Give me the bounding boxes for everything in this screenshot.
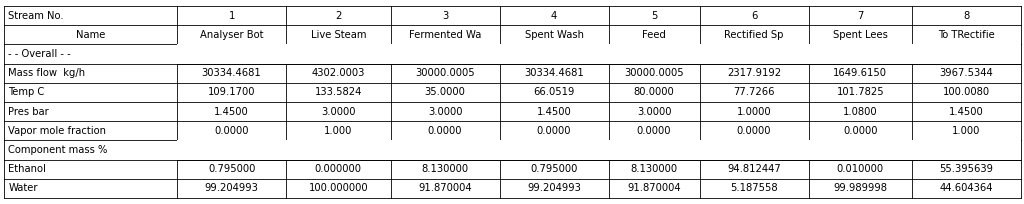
Text: 0.0000: 0.0000 <box>843 126 878 136</box>
Text: 1649.6150: 1649.6150 <box>834 68 887 78</box>
Text: 91.870004: 91.870004 <box>418 183 472 193</box>
Bar <box>177 44 1021 64</box>
Text: 109.1700: 109.1700 <box>208 87 255 98</box>
Text: 0.795000: 0.795000 <box>530 164 578 174</box>
Text: 2: 2 <box>335 11 342 21</box>
Text: Ethanol: Ethanol <box>8 164 46 174</box>
Text: 3.0000: 3.0000 <box>322 106 355 117</box>
Text: 30000.0005: 30000.0005 <box>416 68 475 78</box>
Text: Name: Name <box>76 30 105 40</box>
Text: 91.870004: 91.870004 <box>628 183 681 193</box>
Text: 99.989998: 99.989998 <box>834 183 887 193</box>
Text: 99.204993: 99.204993 <box>205 183 258 193</box>
Text: 99.204993: 99.204993 <box>527 183 581 193</box>
Text: 66.0519: 66.0519 <box>534 87 574 98</box>
Text: 3.0000: 3.0000 <box>428 106 463 117</box>
Text: 8: 8 <box>964 11 970 21</box>
Text: 3: 3 <box>442 11 449 21</box>
Text: 80.0000: 80.0000 <box>634 87 675 98</box>
Text: 100.0080: 100.0080 <box>943 87 990 98</box>
Text: 77.7266: 77.7266 <box>733 87 775 98</box>
Text: 0.0000: 0.0000 <box>737 126 771 136</box>
Text: 2317.9192: 2317.9192 <box>727 68 781 78</box>
Text: 1.000: 1.000 <box>952 126 981 136</box>
Text: 5.187558: 5.187558 <box>730 183 778 193</box>
Text: 1.4500: 1.4500 <box>949 106 984 117</box>
Text: 1.000: 1.000 <box>325 126 352 136</box>
Text: 0.795000: 0.795000 <box>208 164 255 174</box>
Text: 0.0000: 0.0000 <box>537 126 571 136</box>
Text: 133.5824: 133.5824 <box>314 87 362 98</box>
Text: To TRectifie: To TRectifie <box>938 30 994 40</box>
Text: 55.395639: 55.395639 <box>939 164 993 174</box>
Text: 0.0000: 0.0000 <box>428 126 463 136</box>
Text: Spent Wash: Spent Wash <box>524 30 584 40</box>
Text: 44.604364: 44.604364 <box>940 183 993 193</box>
Text: 30334.4681: 30334.4681 <box>524 68 584 78</box>
Text: 0.0000: 0.0000 <box>214 126 249 136</box>
Text: 100.000000: 100.000000 <box>308 183 369 193</box>
Text: Live Steam: Live Steam <box>310 30 367 40</box>
Text: Rectified Sp: Rectified Sp <box>724 30 783 40</box>
Bar <box>177 140 1021 160</box>
Text: Stream No.: Stream No. <box>8 11 63 21</box>
Text: 0.000000: 0.000000 <box>314 164 361 174</box>
Text: Spent Lees: Spent Lees <box>833 30 888 40</box>
Text: 35.0000: 35.0000 <box>425 87 466 98</box>
Text: 101.7825: 101.7825 <box>837 87 884 98</box>
Text: 1.4500: 1.4500 <box>214 106 249 117</box>
Text: 0.010000: 0.010000 <box>837 164 884 174</box>
Text: Water: Water <box>8 183 38 193</box>
Text: 6: 6 <box>751 11 758 21</box>
Text: Analyser Bot: Analyser Bot <box>200 30 263 40</box>
Text: 1.0800: 1.0800 <box>843 106 878 117</box>
Text: 3967.5344: 3967.5344 <box>940 68 993 78</box>
Text: 1.4500: 1.4500 <box>537 106 571 117</box>
Text: Temp C: Temp C <box>8 87 44 98</box>
Text: 0.0000: 0.0000 <box>637 126 672 136</box>
Text: Mass flow  kg/h: Mass flow kg/h <box>8 68 85 78</box>
Text: 8.130000: 8.130000 <box>631 164 678 174</box>
Text: 94.812447: 94.812447 <box>727 164 781 174</box>
Text: 1.0000: 1.0000 <box>736 106 771 117</box>
Text: 5: 5 <box>651 11 657 21</box>
Text: 8.130000: 8.130000 <box>422 164 469 174</box>
Text: Component mass %: Component mass % <box>8 145 108 155</box>
Text: 1: 1 <box>228 11 234 21</box>
Text: 4302.0003: 4302.0003 <box>311 68 365 78</box>
Text: Vapor mole fraction: Vapor mole fraction <box>8 126 106 136</box>
Text: 4: 4 <box>551 11 557 21</box>
Text: Pres bar: Pres bar <box>8 106 49 117</box>
Text: 3.0000: 3.0000 <box>637 106 672 117</box>
Text: Fermented Wa: Fermented Wa <box>409 30 481 40</box>
Text: - - Overall - -: - - Overall - - <box>8 49 71 59</box>
Text: 30334.4681: 30334.4681 <box>202 68 261 78</box>
Text: Feed: Feed <box>642 30 666 40</box>
Text: 7: 7 <box>857 11 863 21</box>
Text: 30000.0005: 30000.0005 <box>625 68 684 78</box>
